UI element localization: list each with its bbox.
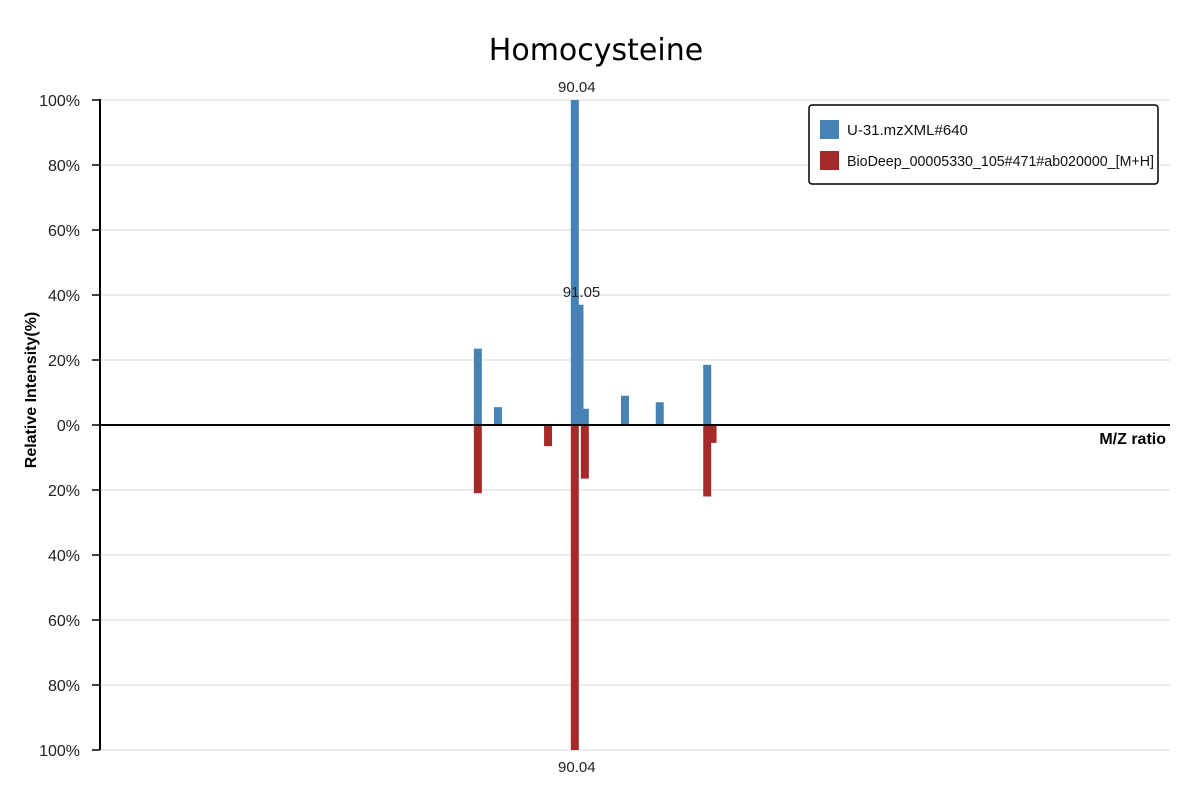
peak-bar-reference [703, 425, 712, 497]
y-tick-label: 20% [48, 353, 80, 370]
peak-labels: 90.04 91.05 90.04 [558, 79, 600, 776]
legend-box [808, 104, 1159, 185]
y-axis-label: Relative Intensity(%) [23, 312, 40, 468]
y-tick-label: 40% [48, 548, 80, 565]
legend-swatch-reference [820, 151, 839, 170]
peak-bar-query [703, 364, 712, 425]
legend-swatch-query [820, 120, 839, 139]
y-tick-label: 100% [39, 93, 80, 110]
peak-bar-query [493, 407, 502, 425]
y-tick-label: 80% [48, 158, 80, 175]
peak-bar-reference [580, 425, 589, 479]
peak-bar-query [570, 100, 579, 425]
peak-label-reference: 90.04 [558, 759, 596, 776]
peak-bar-reference [544, 425, 553, 447]
legend-label-query: U-31.mzXML#640 [847, 122, 968, 139]
y-tick-label: 40% [48, 288, 80, 305]
legend: U-31.mzXML#640 BioDeep_00005330_105#471#… [808, 104, 1159, 185]
y-tick-label: 100% [39, 743, 80, 760]
y-tick-label: 20% [48, 483, 80, 500]
y-tick-labels: 100% 80% 60% 40% 20% 0% 20% 40% 60% 80% 100% [39, 93, 80, 760]
x-axis-label: M/Z ratio [1099, 431, 1166, 448]
peak-bar-query [473, 348, 482, 425]
y-tick-label: 60% [48, 613, 80, 630]
peak-bar-query [655, 402, 664, 425]
peak-label-query: 90.04 [558, 79, 596, 96]
peak-label-query: 91.05 [563, 284, 601, 301]
peak-bar-query [580, 408, 589, 425]
peak-bars [473, 100, 717, 750]
peak-bar-query [575, 304, 584, 425]
y-tick-label: 60% [48, 223, 80, 240]
y-tick-label: 80% [48, 678, 80, 695]
chart-title: Homocysteine [489, 33, 703, 68]
peak-bar-reference [570, 425, 579, 750]
peak-bar-reference [708, 425, 717, 443]
peak-bar-query [620, 395, 629, 425]
legend-label-reference: BioDeep_00005330_105#471#ab020000_[M+H] [847, 153, 1154, 170]
peak-bar-reference [473, 425, 482, 494]
y-tick-label: 0% [57, 418, 80, 435]
